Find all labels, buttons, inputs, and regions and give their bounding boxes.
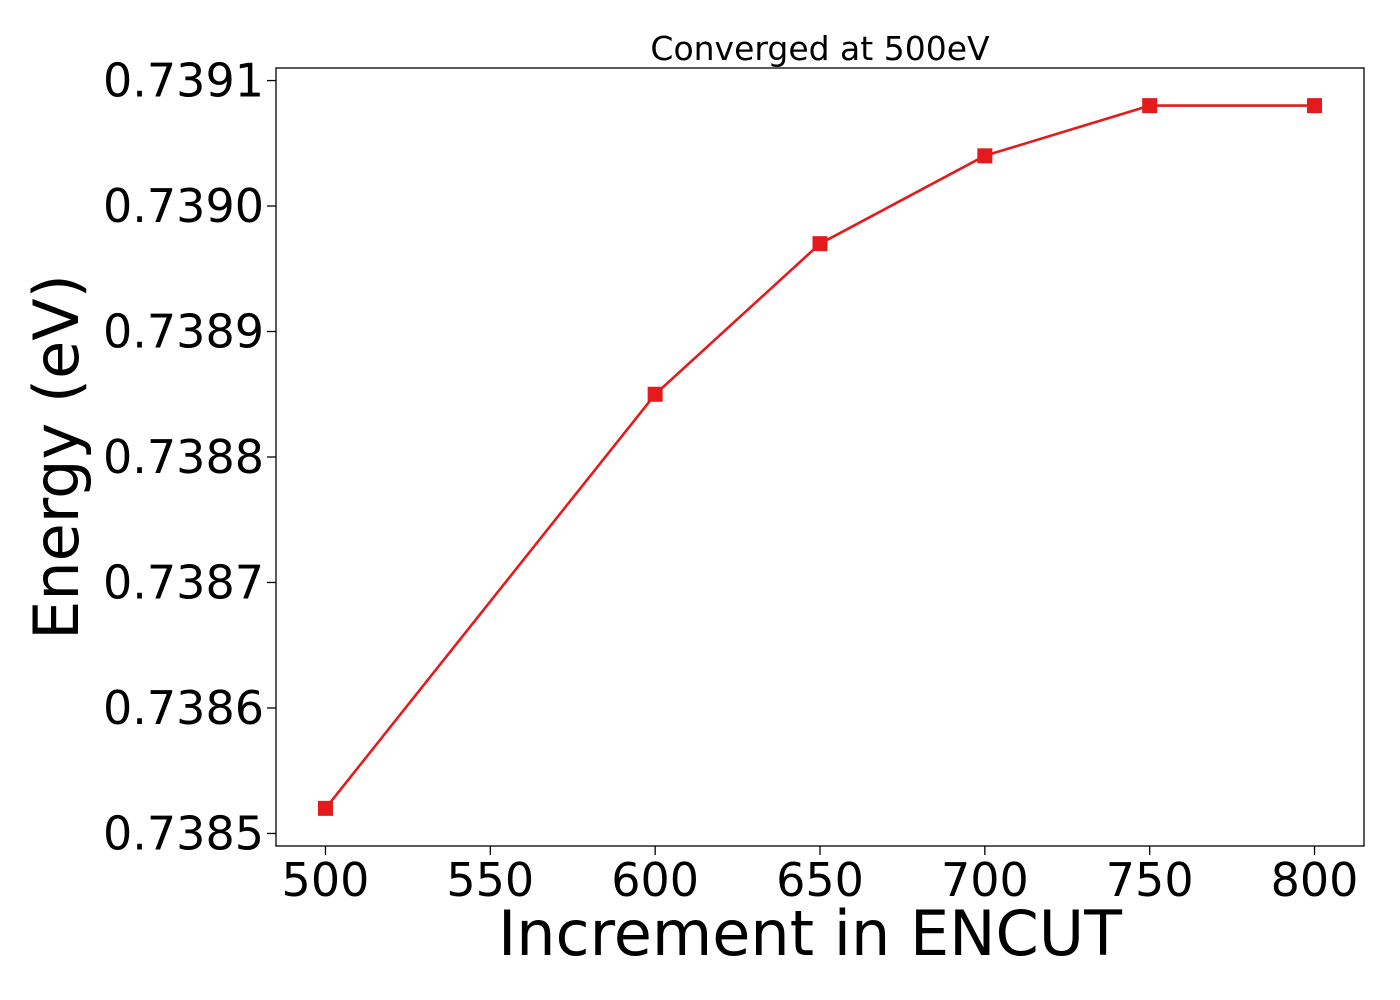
data-point-marker (647, 386, 663, 402)
y-tick-label: 0.7386 (103, 681, 264, 735)
chart-title: Converged at 500eV (650, 29, 990, 68)
y-tick-label: 0.7391 (103, 54, 264, 108)
data-point-marker (317, 800, 333, 816)
x-axis-ticks: 500 550 600 650 700 750 800 (282, 846, 1359, 907)
x-tick-label: 650 (776, 853, 864, 907)
x-tick-label: 750 (1106, 853, 1194, 907)
x-tick-label: 800 (1271, 853, 1359, 907)
plot-frame (275, 67, 1365, 847)
data-point-marker (1142, 98, 1158, 114)
x-tick-label: 550 (446, 853, 534, 907)
y-tick-label: 0.7385 (103, 806, 264, 860)
x-tick-label: 600 (611, 853, 699, 907)
data-point-marker (1307, 98, 1323, 114)
y-tick-label: 0.7387 (103, 555, 264, 609)
series-line (324, 104, 1315, 810)
plot-area (317, 98, 1323, 816)
data-point-marker (812, 236, 828, 252)
x-axis-label: Increment in ENCUT (498, 897, 1123, 970)
x-tick-label: 700 (941, 853, 1029, 907)
y-tick-label: 0.7390 (103, 179, 264, 233)
y-tick-label: 0.7389 (103, 305, 264, 359)
data-point-marker (977, 148, 993, 164)
y-tick-label: 0.7388 (103, 430, 264, 484)
y-axis-ticks: 0.7385 0.7386 0.7387 0.7388 0.7389 0.7390 0.73… (103, 54, 276, 860)
y-axis-label: Energy (eV) (20, 274, 93, 640)
x-tick-label: 500 (282, 853, 370, 907)
